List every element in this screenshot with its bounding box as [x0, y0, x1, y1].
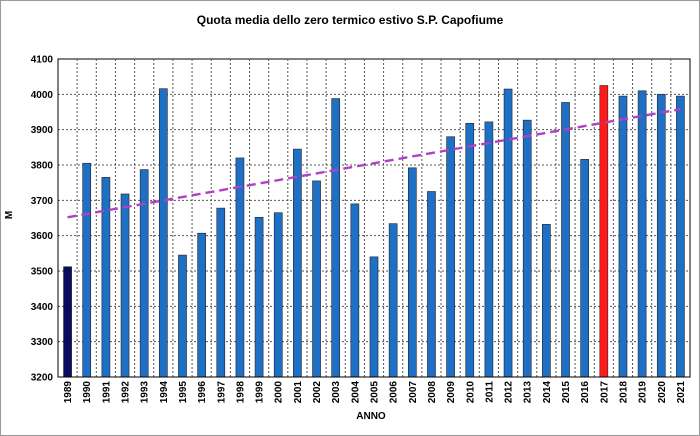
bar-2014 [542, 224, 551, 378]
y-tick-label: 3800 [31, 161, 54, 172]
x-tick-label-1994: 1994 [159, 381, 170, 404]
x-tick-label-2011: 2011 [484, 381, 495, 403]
bar-2019 [637, 90, 647, 378]
y-tick-label: 4100 [31, 55, 54, 66]
x-tick-label-1990: 1990 [82, 381, 93, 404]
y-tick-label: 3300 [31, 337, 54, 348]
y-tick-label: 3500 [31, 267, 54, 278]
bar-1991 [101, 177, 111, 378]
y-tick-label: 3600 [31, 231, 54, 242]
x-tick-label-1998: 1998 [235, 381, 246, 404]
x-tick-label-2015: 2015 [561, 381, 572, 404]
bar-2006 [388, 223, 398, 378]
bar-2003 [331, 98, 341, 378]
y-tick-label: 3900 [31, 125, 54, 136]
x-tick-label-1991: 1991 [101, 381, 112, 404]
x-tick-label-2021: 2021 [676, 381, 687, 404]
bar-2012 [503, 88, 513, 378]
bar-1996 [197, 232, 206, 378]
y-tick-label: 3400 [31, 302, 54, 313]
x-tick-label-2019: 2019 [638, 381, 649, 404]
trendline [67, 107, 681, 219]
x-tick-label-1992: 1992 [121, 381, 132, 404]
x-tick-label-2009: 2009 [446, 381, 457, 404]
y-tick-label: 3700 [31, 196, 54, 207]
bar-1995 [178, 254, 187, 378]
bar-2010 [465, 123, 475, 378]
bar-1993 [139, 169, 149, 378]
x-axis-label: ANNO [356, 411, 386, 422]
x-tick-label-2016: 2016 [580, 381, 591, 404]
bar-2017 [599, 85, 609, 378]
bar-2008 [427, 191, 436, 378]
x-tick-label-2004: 2004 [350, 381, 361, 404]
bar-2020 [656, 94, 666, 378]
x-tick-label-2017: 2017 [599, 381, 610, 404]
x-tick-label-2014: 2014 [542, 381, 553, 404]
x-tick-label-2001: 2001 [293, 381, 304, 404]
y-tick-label: 3200 [31, 373, 54, 384]
x-tick-label-1989: 1989 [63, 381, 74, 404]
bar-2016 [580, 159, 589, 378]
bar-2011 [484, 121, 494, 378]
x-tick-label-2020: 2020 [657, 381, 668, 404]
bar-2002 [312, 180, 321, 378]
bar-2009 [446, 136, 455, 378]
bar-1994 [159, 88, 168, 378]
x-tick-label-2003: 2003 [331, 381, 342, 404]
x-tick-label-1993: 1993 [140, 381, 151, 404]
bar-1992 [120, 193, 130, 378]
bar-1998 [235, 157, 245, 378]
bar-2000 [273, 212, 283, 378]
bar-2005 [369, 256, 379, 378]
x-tick-label-1997: 1997 [216, 381, 227, 404]
bar-1999 [254, 216, 264, 378]
x-tick-label-2013: 2013 [523, 381, 534, 404]
chart-title: Quota media dello zero termico estivo S.… [197, 13, 504, 27]
x-tick-label-1996: 1996 [197, 381, 208, 404]
x-tick-label-2002: 2002 [312, 381, 323, 404]
bar-2001 [293, 148, 302, 378]
bar-2013 [522, 119, 532, 378]
bar-2004 [350, 203, 360, 378]
x-tick-label-2008: 2008 [427, 381, 438, 404]
x-tick-label-2012: 2012 [504, 381, 515, 404]
x-tick-label-2018: 2018 [618, 381, 629, 404]
x-tick-label-2010: 2010 [465, 381, 476, 404]
bar-2021 [676, 95, 685, 378]
x-tick-label-1999: 1999 [255, 381, 266, 404]
bar-1989 [63, 266, 72, 378]
x-tick-label-2000: 2000 [274, 381, 285, 404]
bar-2018 [618, 95, 628, 378]
bar-1990 [82, 162, 92, 378]
y-tick-label: 4000 [31, 90, 54, 101]
x-tick-label-2006: 2006 [389, 381, 400, 404]
x-tick-label-2007: 2007 [408, 381, 419, 404]
x-tick-label-1995: 1995 [178, 381, 189, 404]
bar-2015 [561, 102, 570, 378]
y-axis-label: M [4, 211, 15, 219]
x-tick-label-2005: 2005 [370, 381, 381, 404]
bar-1997 [216, 207, 226, 378]
bar-2007 [407, 167, 417, 378]
